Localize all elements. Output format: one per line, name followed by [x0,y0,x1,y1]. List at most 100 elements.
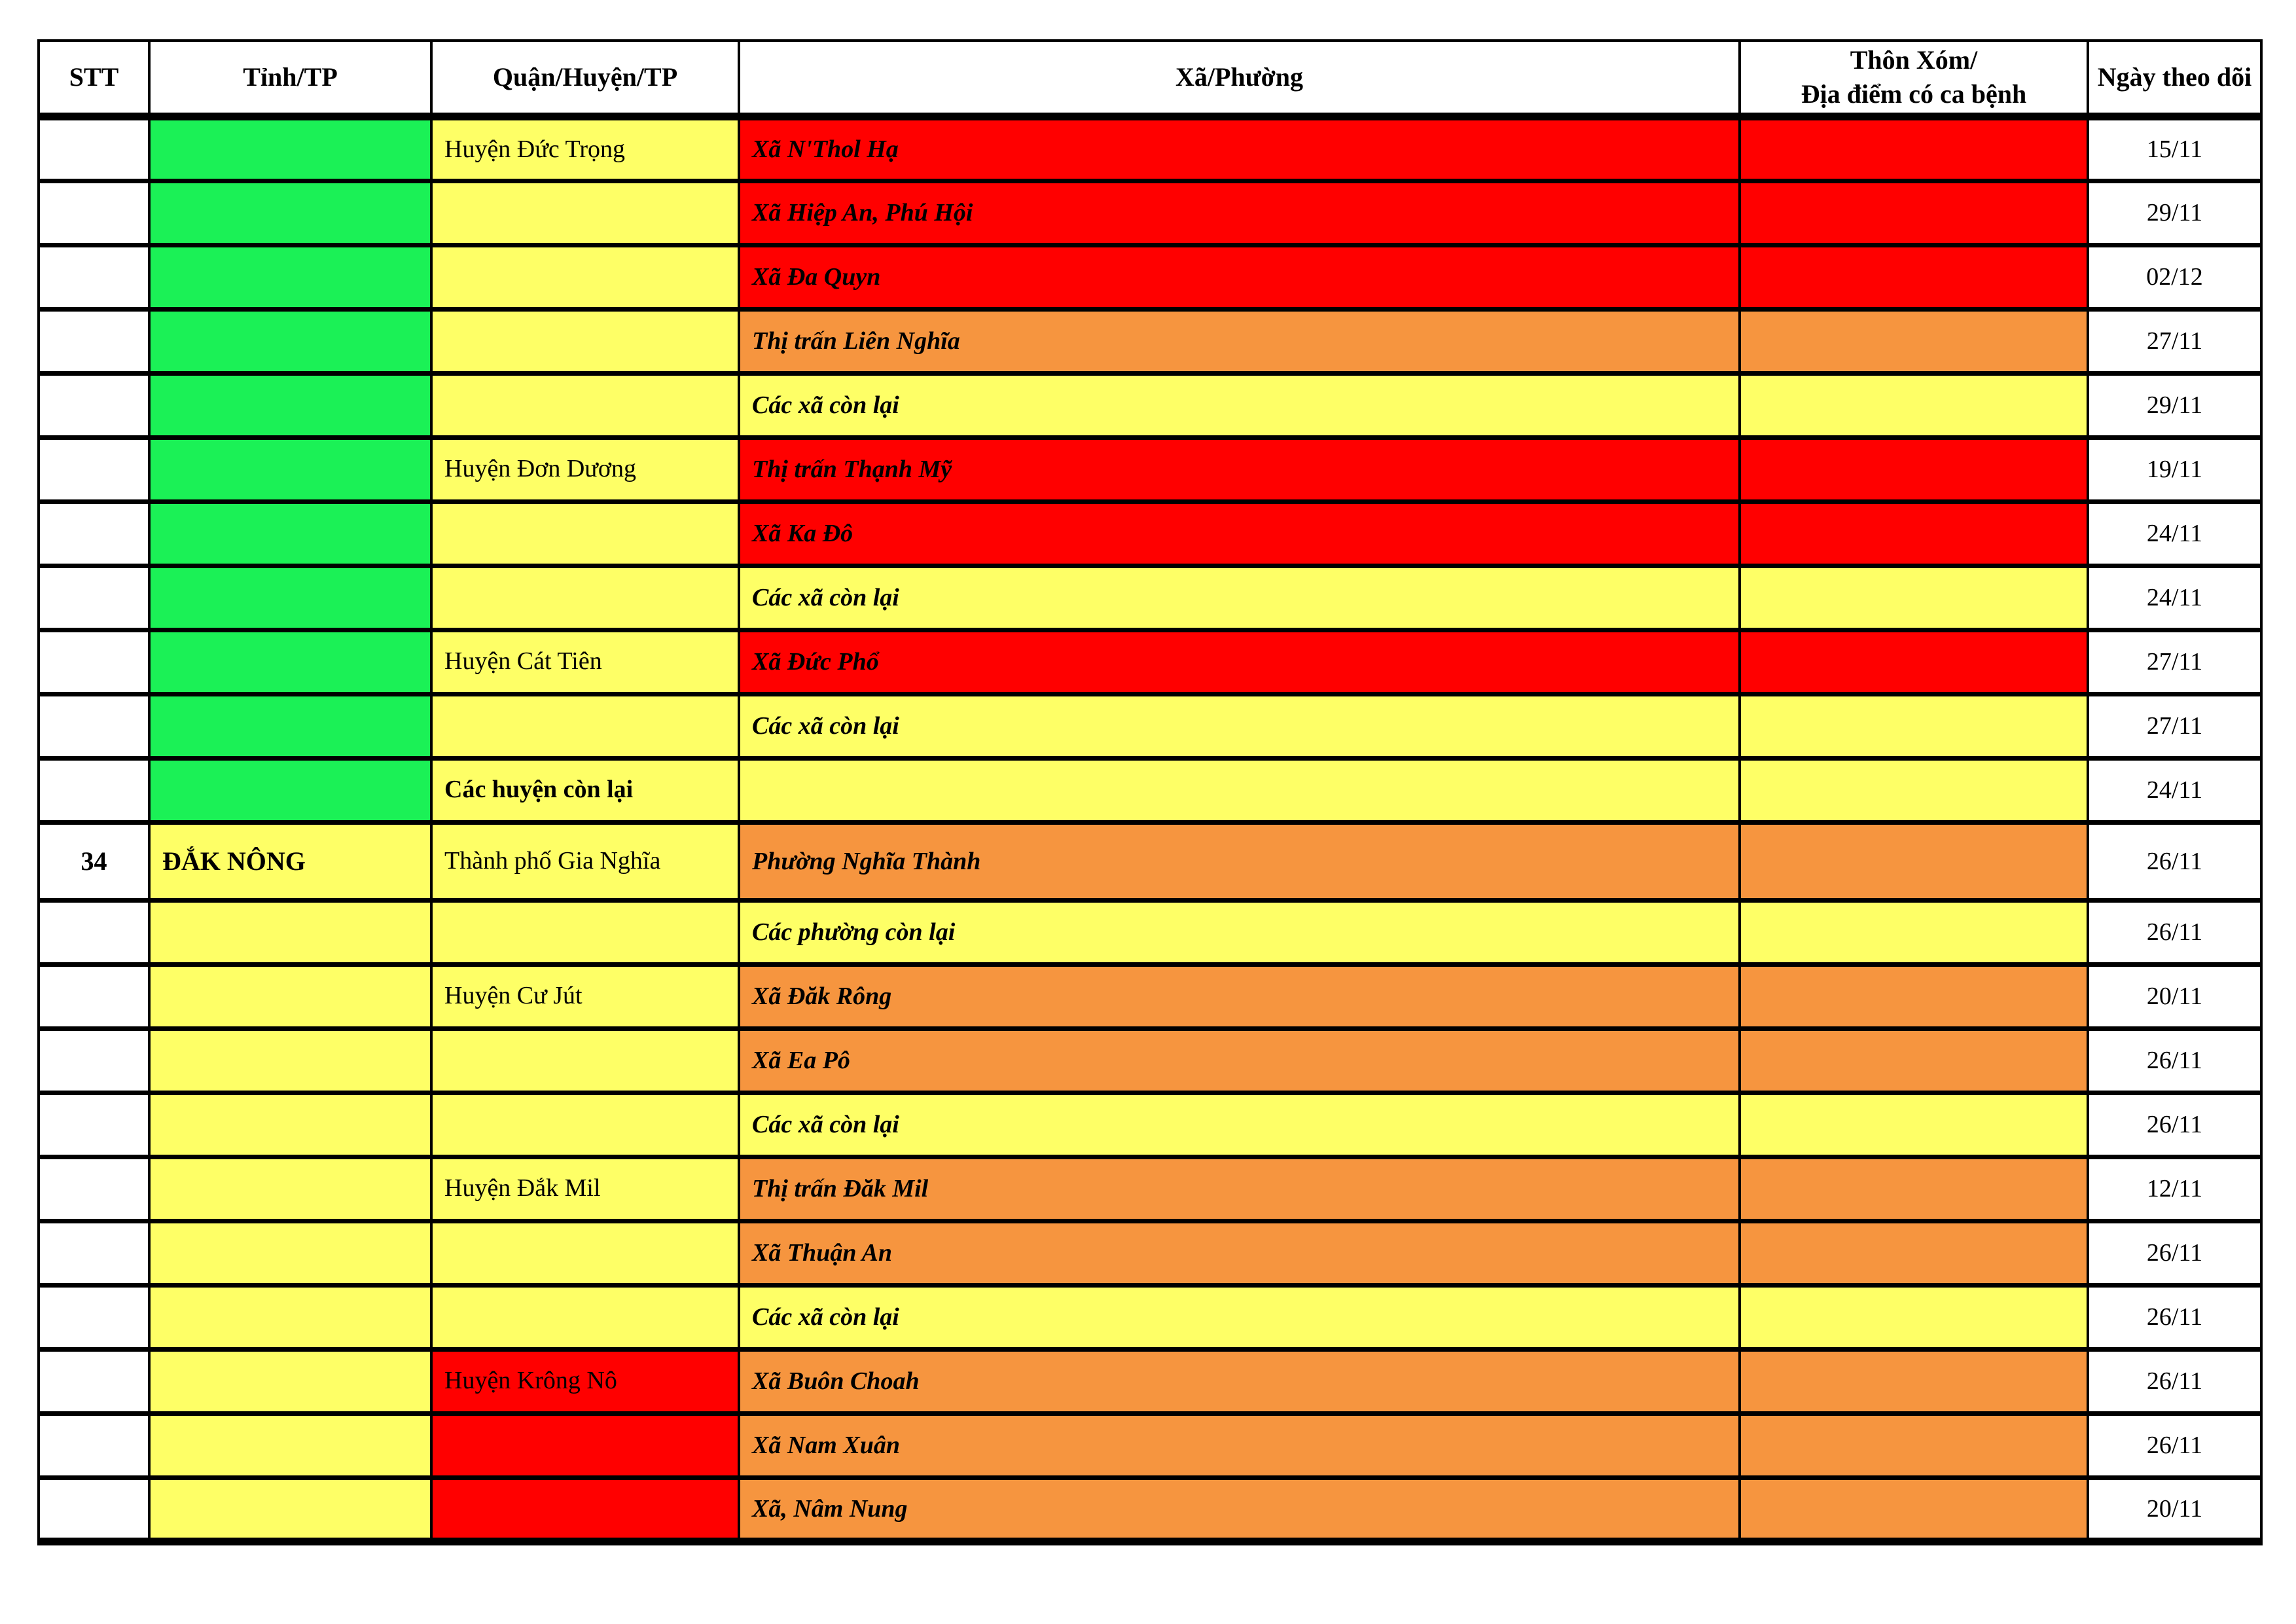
province-cell [148,1475,433,1545]
column-header-date: Ngày theo dõi [2087,39,2263,120]
table-row: Huyện Đức Trọng Xã N'Thol Hạ 15/11 [37,114,2263,183]
ward-cell: Thị trấn Liên Nghĩa [738,306,1741,376]
date-cell: 02/12 [2087,242,2263,312]
district-cell [430,1411,740,1480]
hamlet-cell [1738,1218,2089,1288]
table-row: Xã, Nâm Nung 20/11 [37,1475,2263,1545]
stt-cell [37,1282,151,1352]
date-cell: 27/11 [2087,627,2263,696]
district-cell [430,242,740,312]
hamlet-cell [1738,755,2089,825]
date-cell: 26/11 [2087,1411,2263,1480]
ward-cell: Phường Nghĩa Thành [738,820,1741,903]
province-cell [148,1026,433,1095]
stt-cell [37,1218,151,1288]
hamlet-cell [1738,627,2089,696]
hamlet-cell [1738,1154,2089,1223]
province-cell [148,306,433,376]
province-cell [148,114,433,183]
table-row: Các huyện còn lại 24/11 [37,755,2263,825]
column-header-ward: Xã/Phường [738,39,1741,120]
date-cell: 26/11 [2087,1026,2263,1095]
hamlet-cell [1738,242,2089,312]
date-cell: 24/11 [2087,499,2263,568]
header-row: STT Tỉnh/TP Quận/Huyện/TP Xã/Phường Thôn… [37,39,2263,120]
table-row: Các xã còn lại 24/11 [37,563,2263,632]
ward-cell: Xã Đăk Rông [738,962,1741,1031]
hamlet-cell [1738,1411,2089,1480]
ward-cell [738,755,1741,825]
table-row: Thị trấn Liên Nghĩa 27/11 [37,306,2263,376]
table-row: Huyện Cát Tiên Xã Đức Phổ 27/11 [37,627,2263,696]
ward-cell: Xã Hiệp An, Phú Hội [738,178,1741,247]
district-cell: Huyện Đơn Dương [430,435,740,504]
table-header: STT Tỉnh/TP Quận/Huyện/TP Xã/Phường Thôn… [37,39,2263,120]
ward-cell: Các xã còn lại [738,370,1741,440]
province-cell [148,627,433,696]
district-cell [430,1026,740,1095]
stt-cell: 34 [37,820,151,903]
stt-cell [37,435,151,504]
stt-cell [37,242,151,312]
province-cell [148,691,433,761]
ward-cell: Xã Đức Phổ [738,627,1741,696]
table-row: Xã Ea Pô 26/11 [37,1026,2263,1095]
province-cell [148,962,433,1031]
hamlet-cell [1738,1346,2089,1416]
district-cell: Các huyện còn lại [430,755,740,825]
province-cell [148,563,433,632]
hamlet-cell [1738,691,2089,761]
date-cell: 24/11 [2087,563,2263,632]
hamlet-cell [1738,370,2089,440]
ward-cell: Các xã còn lại [738,563,1741,632]
date-cell: 20/11 [2087,962,2263,1031]
table-row: Các xã còn lại 27/11 [37,691,2263,761]
ward-cell: Xã Ea Pô [738,1026,1741,1095]
province-cell: ĐẮK NÔNG [148,820,433,903]
hamlet-cell [1738,962,2089,1031]
district-cell [430,563,740,632]
table-row: Xã Hiệp An, Phú Hội 29/11 [37,178,2263,247]
province-cell [148,435,433,504]
hamlet-cell [1738,1282,2089,1352]
province-cell [148,1154,433,1223]
province-cell [148,1282,433,1352]
district-cell [430,499,740,568]
province-cell [148,499,433,568]
table-body: Huyện Đức Trọng Xã N'Thol Hạ 15/11 Xã Hiệp … [37,114,2263,1545]
table-row: Huyện Đắk Mil Thị trấn Đăk Mil 12/11 [37,1154,2263,1223]
table-row: 34 ĐẮK NÔNG Thành phố Gia Nghĩa Phường Nghĩ… [37,820,2263,903]
hamlet-cell [1738,897,2089,967]
district-cell: Huyện Đắk Mil [430,1154,740,1223]
stt-cell [37,563,151,632]
hamlet-cell [1738,178,2089,247]
district-cell: Huyện Cư Jút [430,962,740,1031]
ward-cell: Các phường còn lại [738,897,1741,967]
table-row: Xã Thuận An 26/11 [37,1218,2263,1288]
stt-cell [37,1346,151,1416]
column-header-province: Tỉnh/TP [148,39,433,120]
table-row: Các xã còn lại 29/11 [37,370,2263,440]
province-cell [148,1090,433,1159]
date-cell: 26/11 [2087,1282,2263,1352]
hamlet-cell [1738,1475,2089,1545]
stt-cell [37,1026,151,1095]
province-cell [148,242,433,312]
stt-cell [37,1411,151,1480]
date-cell: 26/11 [2087,820,2263,903]
district-cell: Huyện Đức Trọng [430,114,740,183]
ward-cell: Các xã còn lại [738,1282,1741,1352]
stt-cell [37,178,151,247]
ward-cell: Các xã còn lại [738,691,1741,761]
district-cell: Huyện Cát Tiên [430,627,740,696]
table-row: Huyện Krông Nô Xã Buôn Choah 26/11 [37,1346,2263,1416]
date-cell: 20/11 [2087,1475,2263,1545]
date-cell: 29/11 [2087,178,2263,247]
stt-cell [37,114,151,183]
date-cell: 27/11 [2087,306,2263,376]
table-row: Huyện Cư Jút Xã Đăk Rông 20/11 [37,962,2263,1031]
province-cell [148,897,433,967]
hamlet-cell [1738,435,2089,504]
column-header-hamlet: Thôn Xóm/ Địa điểm có ca bệnh [1738,39,2089,120]
